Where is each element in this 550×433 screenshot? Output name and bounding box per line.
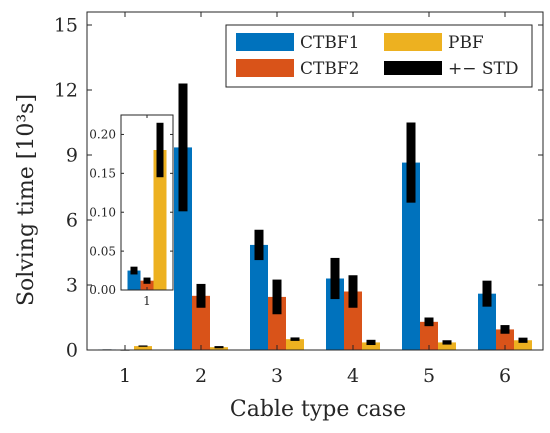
std-ctbf1-2 (178, 83, 188, 212)
std-ctbf2-3 (272, 279, 282, 315)
inset-std-ctbf2-1 (143, 277, 151, 284)
std-pbf-6 (518, 337, 528, 343)
bar-ctbf2-6 (496, 329, 514, 350)
std-pbf-1 (138, 345, 148, 347)
legend-swatch-std (384, 61, 442, 75)
inset-bar-ctbf2-1 (140, 280, 154, 290)
legend-label-ctbf1: CTBF1 (300, 33, 359, 53)
bar-pbf-3 (286, 339, 304, 350)
bar-ctbf1-3 (250, 244, 268, 350)
std-ctbf2-2 (196, 283, 206, 308)
y-tick-label: 12 (54, 80, 78, 102)
axes-box (86, 11, 544, 351)
y-tick-label: 0 (66, 340, 78, 362)
x-tick-label: 1 (119, 365, 131, 387)
std-ctbf1-3 (254, 229, 264, 261)
std-ctbf1-5 (406, 122, 416, 203)
inset-std-ctbf1-1 (130, 266, 138, 275)
std-ctbf2-5 (424, 317, 434, 327)
bar-ctbf2-2 (192, 295, 210, 350)
bar-pbf-4 (362, 342, 380, 350)
std-pbf-2 (214, 346, 224, 349)
std-pbf-5 (442, 340, 452, 345)
x-tick-label: 3 (271, 365, 283, 387)
inset-x-tick-label: 1 (143, 294, 151, 308)
bar-pbf-6 (514, 340, 532, 350)
inset-bar-pbf-1 (153, 150, 167, 290)
inset-plot: 0.00 0.05 0.10 0.15 0.20 1 (89, 114, 174, 308)
x-tick-label: 2 (195, 365, 207, 387)
bar-ctbf1-5 (402, 162, 420, 350)
y-tick-label: 3 (66, 275, 78, 297)
std-ctbf2-6 (500, 325, 510, 334)
bar-ctbf1-6 (478, 293, 496, 350)
inset-y-tick-label: 0.20 (89, 128, 116, 142)
x-tick-label: 6 (499, 365, 511, 387)
bar-pbf-2 (210, 347, 228, 350)
legend-swatch-pbf (384, 33, 442, 51)
y-tick-label: 6 (66, 210, 78, 232)
legend-swatch-ctbf2 (236, 59, 294, 77)
std-ctbf1-6 (482, 280, 492, 307)
inset-std-pbf-1 (156, 122, 164, 178)
legend-label-std: +− STD (448, 59, 519, 79)
bar-pbf-5 (438, 342, 456, 350)
bar-pbf-1 (134, 346, 152, 350)
std-ctbf2-4 (348, 275, 358, 308)
std-ctbf1-4 (330, 257, 340, 300)
inset-y-tick-label: 0.10 (89, 205, 116, 219)
x-tick-label: 5 (423, 365, 435, 387)
y-tick-label: 9 (66, 145, 78, 167)
std-pbf-3 (290, 337, 300, 341)
legend-label-pbf: PBF (448, 33, 484, 53)
legend-swatch-ctbf1 (236, 33, 294, 51)
legend: CTBF1 CTBF2 PBF +− STD (225, 24, 533, 88)
y-axis-label: Solving time [10³s] (14, 94, 39, 306)
y-tick-label: 15 (54, 15, 78, 37)
inset-y-tick-label: 0.15 (89, 167, 116, 181)
legend-label-ctbf2: CTBF2 (300, 59, 359, 79)
bar-ctbf2-5 (420, 321, 438, 350)
x-tick-label: 4 (347, 365, 359, 387)
x-axis-label: Cable type case (230, 397, 406, 422)
inset-bar-ctbf1-1 (127, 270, 141, 290)
inset-y-tick-label: 0.00 (89, 283, 116, 297)
std-pbf-4 (366, 339, 376, 346)
inset-y-tick-label: 0.05 (89, 244, 116, 258)
